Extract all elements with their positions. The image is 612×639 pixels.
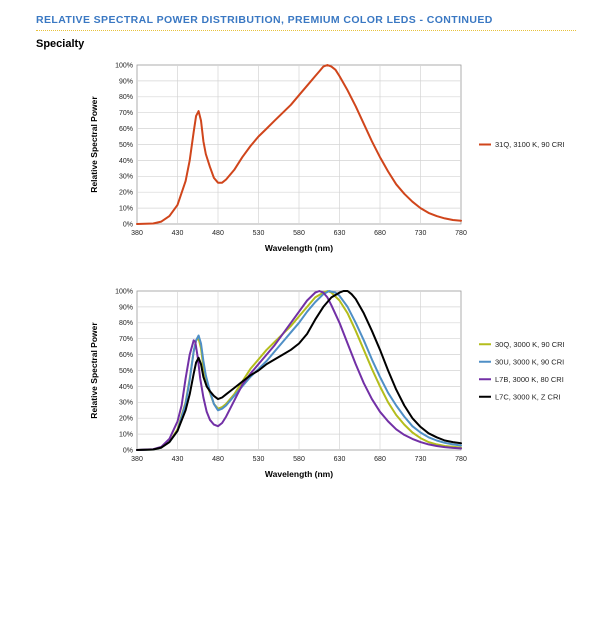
chart-1-legend-label-1: 30U, 3000 K, 90 CRI: [495, 357, 564, 366]
chart-1-ytick-label: 40%: [119, 384, 133, 391]
chart-1-ytick-label: 0%: [123, 447, 133, 454]
chart-1-ytick-label: 10%: [119, 432, 133, 439]
chart-0-ytick-label: 60%: [119, 126, 133, 133]
chart-1-ytick-label: 100%: [115, 288, 133, 295]
section-label: Specialty: [36, 38, 85, 50]
chart-1-xtick-label: 530: [253, 456, 265, 463]
chart-0-xtick-label: 380: [131, 230, 143, 237]
chart-1-ytick-label: 70%: [119, 336, 133, 343]
chart-1-ytick-label: 50%: [119, 368, 133, 375]
chart-1-ytick-label: 20%: [119, 416, 133, 423]
chart-1-xtick-label: 580: [293, 456, 305, 463]
chart-1-legend-label-3: L7C, 3000 K, Z CRI: [495, 392, 560, 401]
chart-0-xtick-label: 780: [455, 230, 467, 237]
chart-0-xtick-label: 580: [293, 230, 305, 237]
chart-0-ytick-label: 70%: [119, 110, 133, 117]
chart-1-xtick-label: 480: [212, 456, 224, 463]
chart-0-ytick-label: 40%: [119, 158, 133, 165]
chart-1-xtick-label: 380: [131, 456, 143, 463]
chart-1-xtick-label: 780: [455, 456, 467, 463]
title-divider: [36, 30, 576, 31]
chart-0-ytick-label: 80%: [119, 94, 133, 101]
chart-1-legend-label-2: L7B, 3000 K, 80 CRI: [495, 375, 564, 384]
chart-1-ytick-label: 60%: [119, 352, 133, 359]
chart-1-xtick-label: 730: [415, 456, 427, 463]
chart-0-xtick-label: 630: [334, 230, 346, 237]
chart-0-xtick-label: 680: [374, 230, 386, 237]
chart-0-xtick-label: 730: [415, 230, 427, 237]
chart-0-xtick-label: 430: [172, 230, 184, 237]
chart-0-ytick-label: 0%: [123, 221, 133, 228]
chart-0-legend-label-0: 31Q, 3100 K, 90 CRI: [495, 140, 565, 149]
chart-0-ytick-label: 30%: [119, 174, 133, 181]
chart-1-series-line-3: [136, 290, 462, 451]
chart-0-ytick-label: 50%: [119, 142, 133, 149]
page-title: RELATIVE SPECTRAL POWER DISTRIBUTION, PR…: [36, 14, 493, 26]
chart-0-series-line-0: [136, 64, 462, 225]
chart-0-ytick-label: 100%: [115, 62, 133, 69]
chart-1-yaxis-label: Relative Spectral Power: [89, 322, 99, 419]
chart-0-yaxis-label: Relative Spectral Power: [89, 96, 99, 193]
chart-specialty-bottom: 0% 10% 20% 30% 40% 50% 60% 70% 80% 90% 100% 380 430 4…: [89, 288, 565, 479]
chart-1-xtick-label: 430: [172, 456, 184, 463]
chart-0-ytick-label: 90%: [119, 78, 133, 85]
chart-1-series-line-2: [136, 290, 462, 451]
chart-0-xtick-label: 530: [253, 230, 265, 237]
chart-0-xtick-label: 480: [212, 230, 224, 237]
chart-0-ytick-label: 20%: [119, 190, 133, 197]
chart-0-ytick-label: 10%: [119, 206, 133, 213]
chart-1-ytick-label: 80%: [119, 320, 133, 327]
chart-1-xaxis-label: Wavelength (nm): [265, 469, 333, 479]
chart-1-ytick-label: 90%: [119, 304, 133, 311]
chart-1-xtick-label: 680: [374, 456, 386, 463]
chart-1-ytick-label: 30%: [119, 400, 133, 407]
chart-1-xtick-label: 630: [334, 456, 346, 463]
chart-1-legend-label-0: 30Q, 3000 K, 90 CRI: [495, 340, 565, 349]
chart-0-xaxis-label: Wavelength (nm): [265, 243, 333, 253]
chart-specialty-top: 0% 10% 20% 30% 40% 50% 60% 70% 80% 90% 100% 380 430 4…: [89, 62, 565, 253]
